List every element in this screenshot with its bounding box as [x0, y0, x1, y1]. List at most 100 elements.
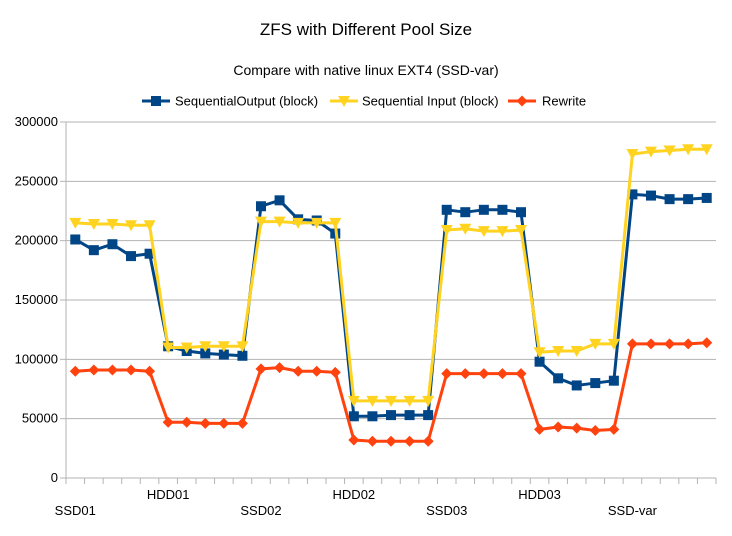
data-point	[608, 375, 619, 386]
data-point	[700, 144, 713, 156]
data-point	[589, 338, 602, 350]
data-point	[422, 395, 435, 407]
data-point	[478, 368, 490, 380]
chart-subtitle: Compare with native linux EXT4 (SSD-var)	[233, 62, 499, 78]
x-tick-label: HDD03	[518, 487, 561, 502]
grid	[66, 121, 716, 479]
data-point	[385, 395, 397, 407]
data-point	[682, 144, 695, 156]
data-point	[459, 368, 471, 380]
data-point	[516, 207, 526, 218]
data-point	[106, 219, 119, 231]
series-line-2	[75, 147, 707, 403]
data-point	[162, 342, 175, 354]
y-tick-label: 50000	[22, 411, 58, 426]
legend-label: Rewrite	[542, 94, 586, 109]
data-point	[125, 220, 137, 232]
data-point	[627, 189, 638, 200]
data-point	[366, 435, 378, 447]
data-point	[125, 364, 137, 376]
data-point	[608, 423, 620, 435]
x-tick-label: SSD03	[426, 503, 467, 518]
data-point	[348, 434, 360, 446]
data-point	[386, 410, 396, 421]
data-point	[236, 341, 249, 353]
data-point	[663, 145, 676, 157]
data-point	[497, 204, 508, 215]
data-point	[107, 239, 118, 250]
data-point	[459, 223, 472, 235]
data-point	[329, 217, 342, 229]
data-point	[460, 207, 471, 218]
data-point	[422, 435, 434, 447]
data-point	[404, 410, 415, 421]
y-tick-label: 0	[51, 470, 58, 485]
data-point	[348, 411, 359, 422]
axes: 0 50000 100000 150000 200000 250000 300000 SSD0…	[15, 114, 717, 518]
data-point	[144, 248, 155, 259]
legend-marker	[338, 96, 350, 107]
data-point	[200, 348, 211, 359]
data-point	[367, 411, 378, 422]
data-point	[329, 366, 341, 378]
data-point	[440, 224, 453, 236]
data-point	[143, 220, 156, 232]
data-point	[273, 216, 286, 228]
data-point	[292, 217, 305, 229]
data-point	[590, 378, 601, 389]
data-point	[292, 365, 304, 377]
data-point	[126, 251, 136, 262]
data-point	[534, 423, 546, 435]
data-point	[607, 338, 620, 350]
data-point	[218, 417, 230, 429]
data-point	[236, 417, 248, 429]
data-point	[274, 362, 286, 374]
data-point	[552, 421, 564, 433]
data-point	[682, 338, 694, 350]
x-tick-label: SSD01	[55, 503, 96, 518]
data-point	[199, 417, 211, 429]
x-tick-label: HDD02	[333, 487, 376, 502]
data-point	[515, 224, 527, 236]
data-point	[274, 195, 285, 206]
x-tick-label: SSD02	[240, 503, 281, 518]
data-point	[87, 219, 100, 231]
y-tick-label: 300000	[15, 114, 58, 129]
data-point	[256, 201, 266, 212]
data-point	[571, 380, 582, 391]
data-point	[88, 245, 99, 256]
data-point	[683, 194, 694, 205]
legend-label: SequentialOutput (block)	[175, 94, 318, 109]
data-point	[404, 435, 416, 447]
data-point	[664, 338, 676, 350]
data-point	[626, 338, 638, 350]
legend-marker	[151, 96, 161, 106]
data-point	[534, 356, 545, 367]
data-point	[403, 395, 416, 407]
data-point	[310, 217, 323, 229]
legend: SequentialOutput (block) Sequential Input…	[142, 94, 586, 109]
data-point	[441, 204, 452, 215]
data-point	[199, 341, 212, 353]
chart-title: ZFS with Different Pool Size	[259, 20, 473, 39]
data-point	[664, 194, 675, 205]
legend-label: Sequential Input (block)	[362, 94, 499, 109]
data-point	[570, 346, 583, 358]
data-point	[144, 365, 156, 377]
x-tick-label: HDD01	[147, 487, 190, 502]
data-point	[701, 337, 713, 349]
data-point	[552, 346, 565, 358]
data-point	[347, 395, 360, 407]
data-point	[180, 342, 193, 354]
data-point	[553, 373, 564, 384]
data-point	[385, 435, 397, 447]
data-point	[533, 347, 546, 359]
series-group	[69, 144, 713, 447]
data-point	[701, 192, 712, 203]
data-point	[255, 363, 267, 375]
data-point	[626, 149, 639, 161]
y-tick-label: 100000	[15, 351, 58, 366]
data-point	[515, 368, 527, 380]
data-point	[88, 364, 100, 376]
